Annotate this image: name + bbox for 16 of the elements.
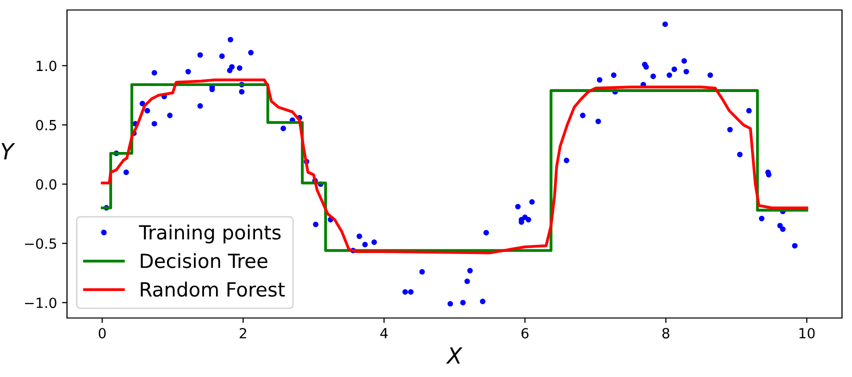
y-axis-title: Y	[2, 143, 16, 160]
x-tick-label: 10	[799, 328, 815, 338]
x-axis-title: X	[446, 347, 463, 364]
y-tick-label: −0.5	[25, 238, 56, 249]
y-tick-label: −1.0	[25, 298, 56, 308]
y-tick-label: 1.0	[36, 60, 56, 72]
x-tick-label: 4	[380, 328, 388, 338]
x-tick-label: 8	[662, 328, 670, 338]
y-tick-label: 0.0	[36, 179, 56, 190]
legend-label: Decision Tree	[140, 253, 268, 268]
y-tick-label: 0.5	[36, 120, 56, 130]
legend-label: Training points	[138, 224, 281, 244]
x-tick-label: 2	[240, 328, 246, 338]
x-tick-label: 0	[98, 328, 106, 338]
x-tick-label: 6	[522, 328, 528, 338]
legend-label: Random Forest	[140, 282, 285, 297]
